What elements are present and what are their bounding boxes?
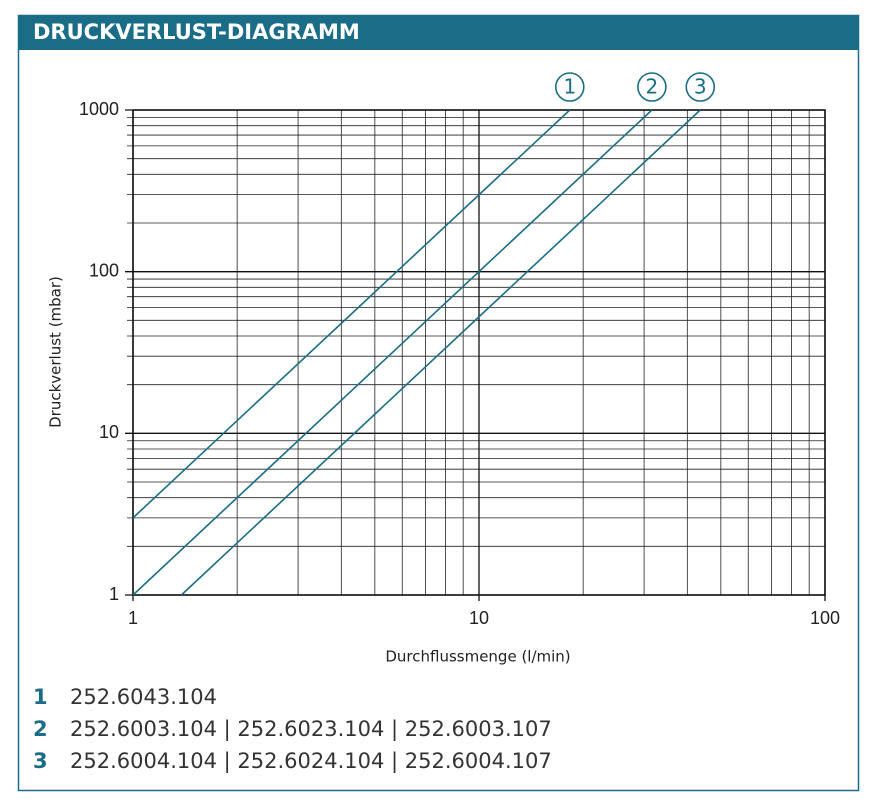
plot-border [132,109,826,596]
line [132,109,653,596]
legend-number: 2 [33,717,48,741]
series-marker-label: 2 [646,75,659,99]
legend-number: 3 [33,749,48,773]
legend-text: 252.6043.104 [70,685,217,709]
y-axis-label: Druckverlust (mbar) [47,276,65,428]
header-bar [18,15,859,50]
series-marker-circle [637,72,667,102]
series-marker-label: 3 [694,75,707,99]
y-tick-label: 1000 [79,99,119,119]
x-tick-label: 100 [810,608,840,628]
legend-text: 252.6003.104 | 252.6023.104 | 252.6003.1… [70,717,552,742]
x-tick-label: 1 [128,608,138,628]
y-tick-label: 1 [109,584,119,604]
chart-title: DRUCKVERLUST-DIAGRAMM [33,20,360,44]
series-marker-label: 1 [563,75,576,99]
legend-text: 252.6004.104 | 252.6024.104 | 252.6004.1… [70,749,552,774]
y-tick-label: 10 [99,422,119,442]
line [180,109,701,596]
series-marker-circle [555,72,585,102]
x-axis-label: Durchflussmenge (l/min) [385,648,570,666]
panel-border [17,14,860,792]
series-marker-circle [685,72,716,102]
y-tick-label: 100 [89,260,119,280]
legend-number: 1 [33,685,48,709]
line [132,109,571,519]
x-tick-label: 10 [469,608,489,628]
